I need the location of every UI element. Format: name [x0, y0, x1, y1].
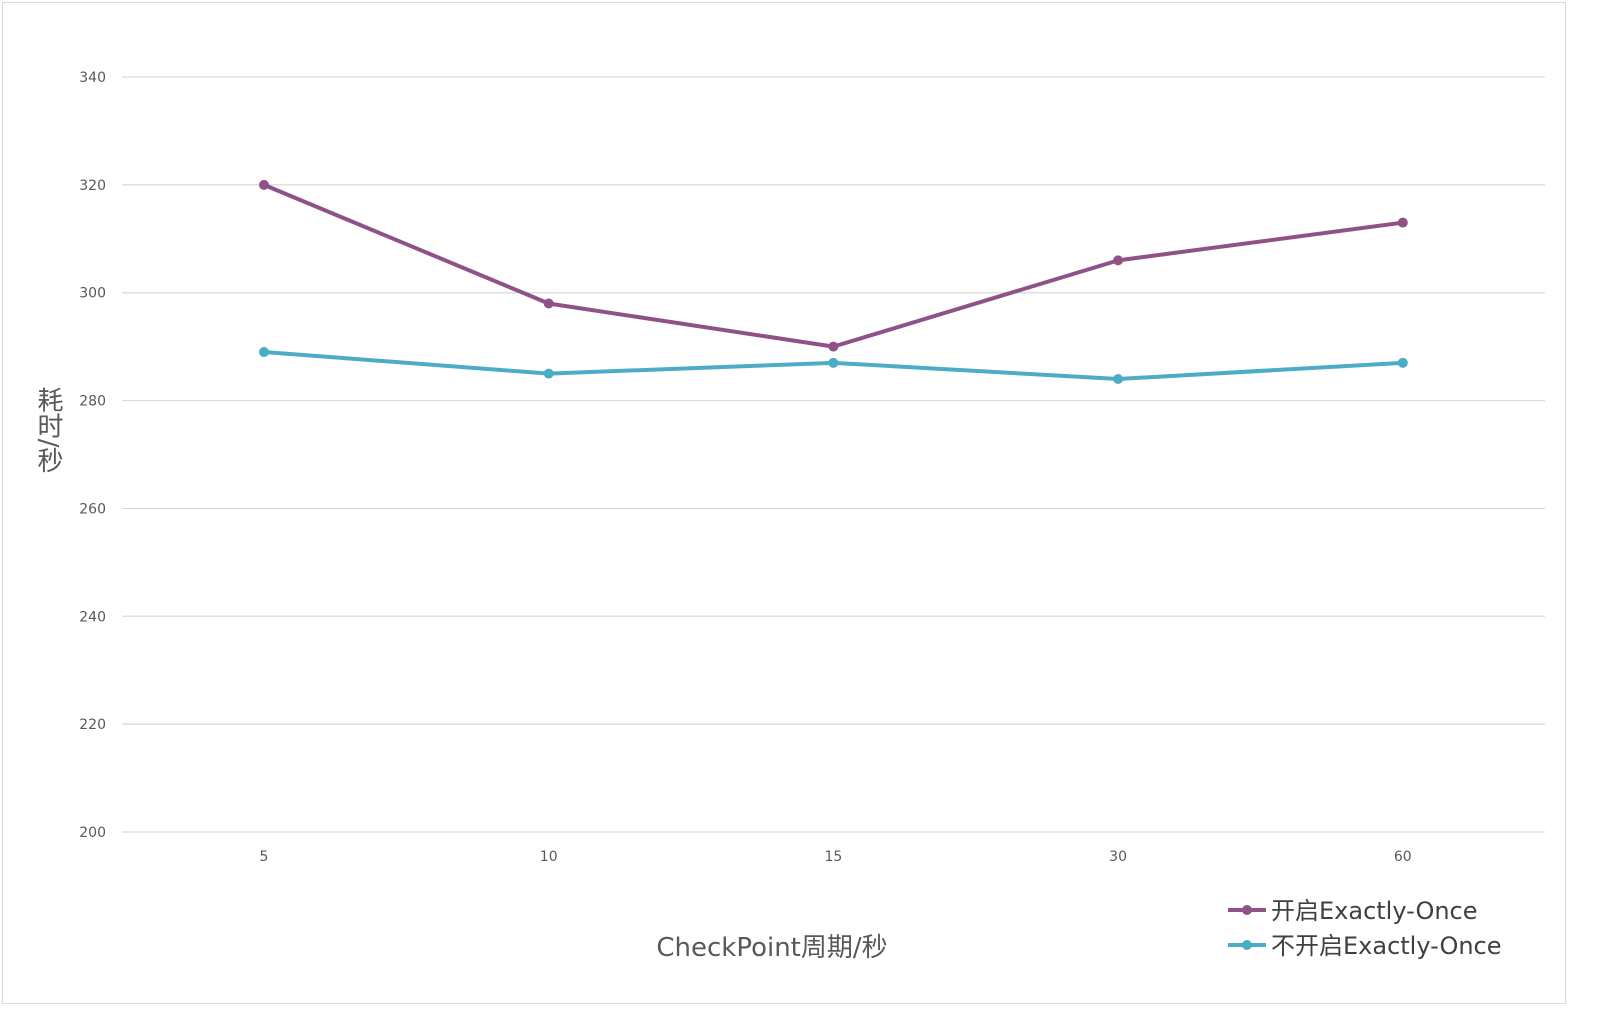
- y-tick-label: 260: [79, 501, 106, 517]
- chart-frame: [2, 2, 1566, 1004]
- x-tick-label: 60: [1394, 849, 1412, 865]
- y-axis-ticks: 200 220 240 260 280 300 320 340: [79, 70, 106, 841]
- data-point: [828, 341, 839, 352]
- legend-label: 不开启Exactly-Once: [1271, 932, 1502, 960]
- x-tick-label: 15: [824, 849, 842, 865]
- data-point: [1113, 374, 1124, 384]
- data-point: [259, 179, 269, 190]
- y-tick-label: 300: [79, 286, 106, 302]
- y-tick-label: 320: [79, 178, 106, 194]
- data-point: [543, 298, 554, 309]
- y-tick-label: 340: [79, 70, 106, 86]
- data-point: [543, 368, 554, 379]
- series-line-1: [262, 182, 1405, 349]
- legend-marker: [1242, 905, 1252, 915]
- data-point: [828, 357, 839, 368]
- y-tick-label: 240: [79, 609, 106, 625]
- x-tick-label: 30: [1109, 849, 1127, 865]
- data-point: [1113, 255, 1124, 266]
- data-point: [259, 347, 269, 358]
- gridlines: [122, 76, 1545, 833]
- y-tick-label: 280: [79, 394, 106, 410]
- data-point: [1397, 357, 1408, 368]
- y-tick-label: 220: [79, 717, 106, 733]
- x-axis-title: CheckPoint周期/秒: [656, 933, 887, 963]
- legend: 开启Exactly-Once 不开启Exactly-Once: [1228, 897, 1502, 960]
- legend-label: 开启Exactly-Once: [1271, 897, 1478, 925]
- x-tick-label: 5: [260, 849, 269, 865]
- data-point: [1397, 217, 1408, 228]
- y-tick-label: 200: [79, 825, 106, 841]
- y-axis-title: 耗时/秒: [33, 386, 63, 473]
- x-tick-label: 10: [540, 849, 558, 865]
- x-axis-ticks: 5 10 15 30 60: [260, 849, 1412, 865]
- legend-marker: [1242, 940, 1252, 950]
- series-lines: [259, 179, 1408, 384]
